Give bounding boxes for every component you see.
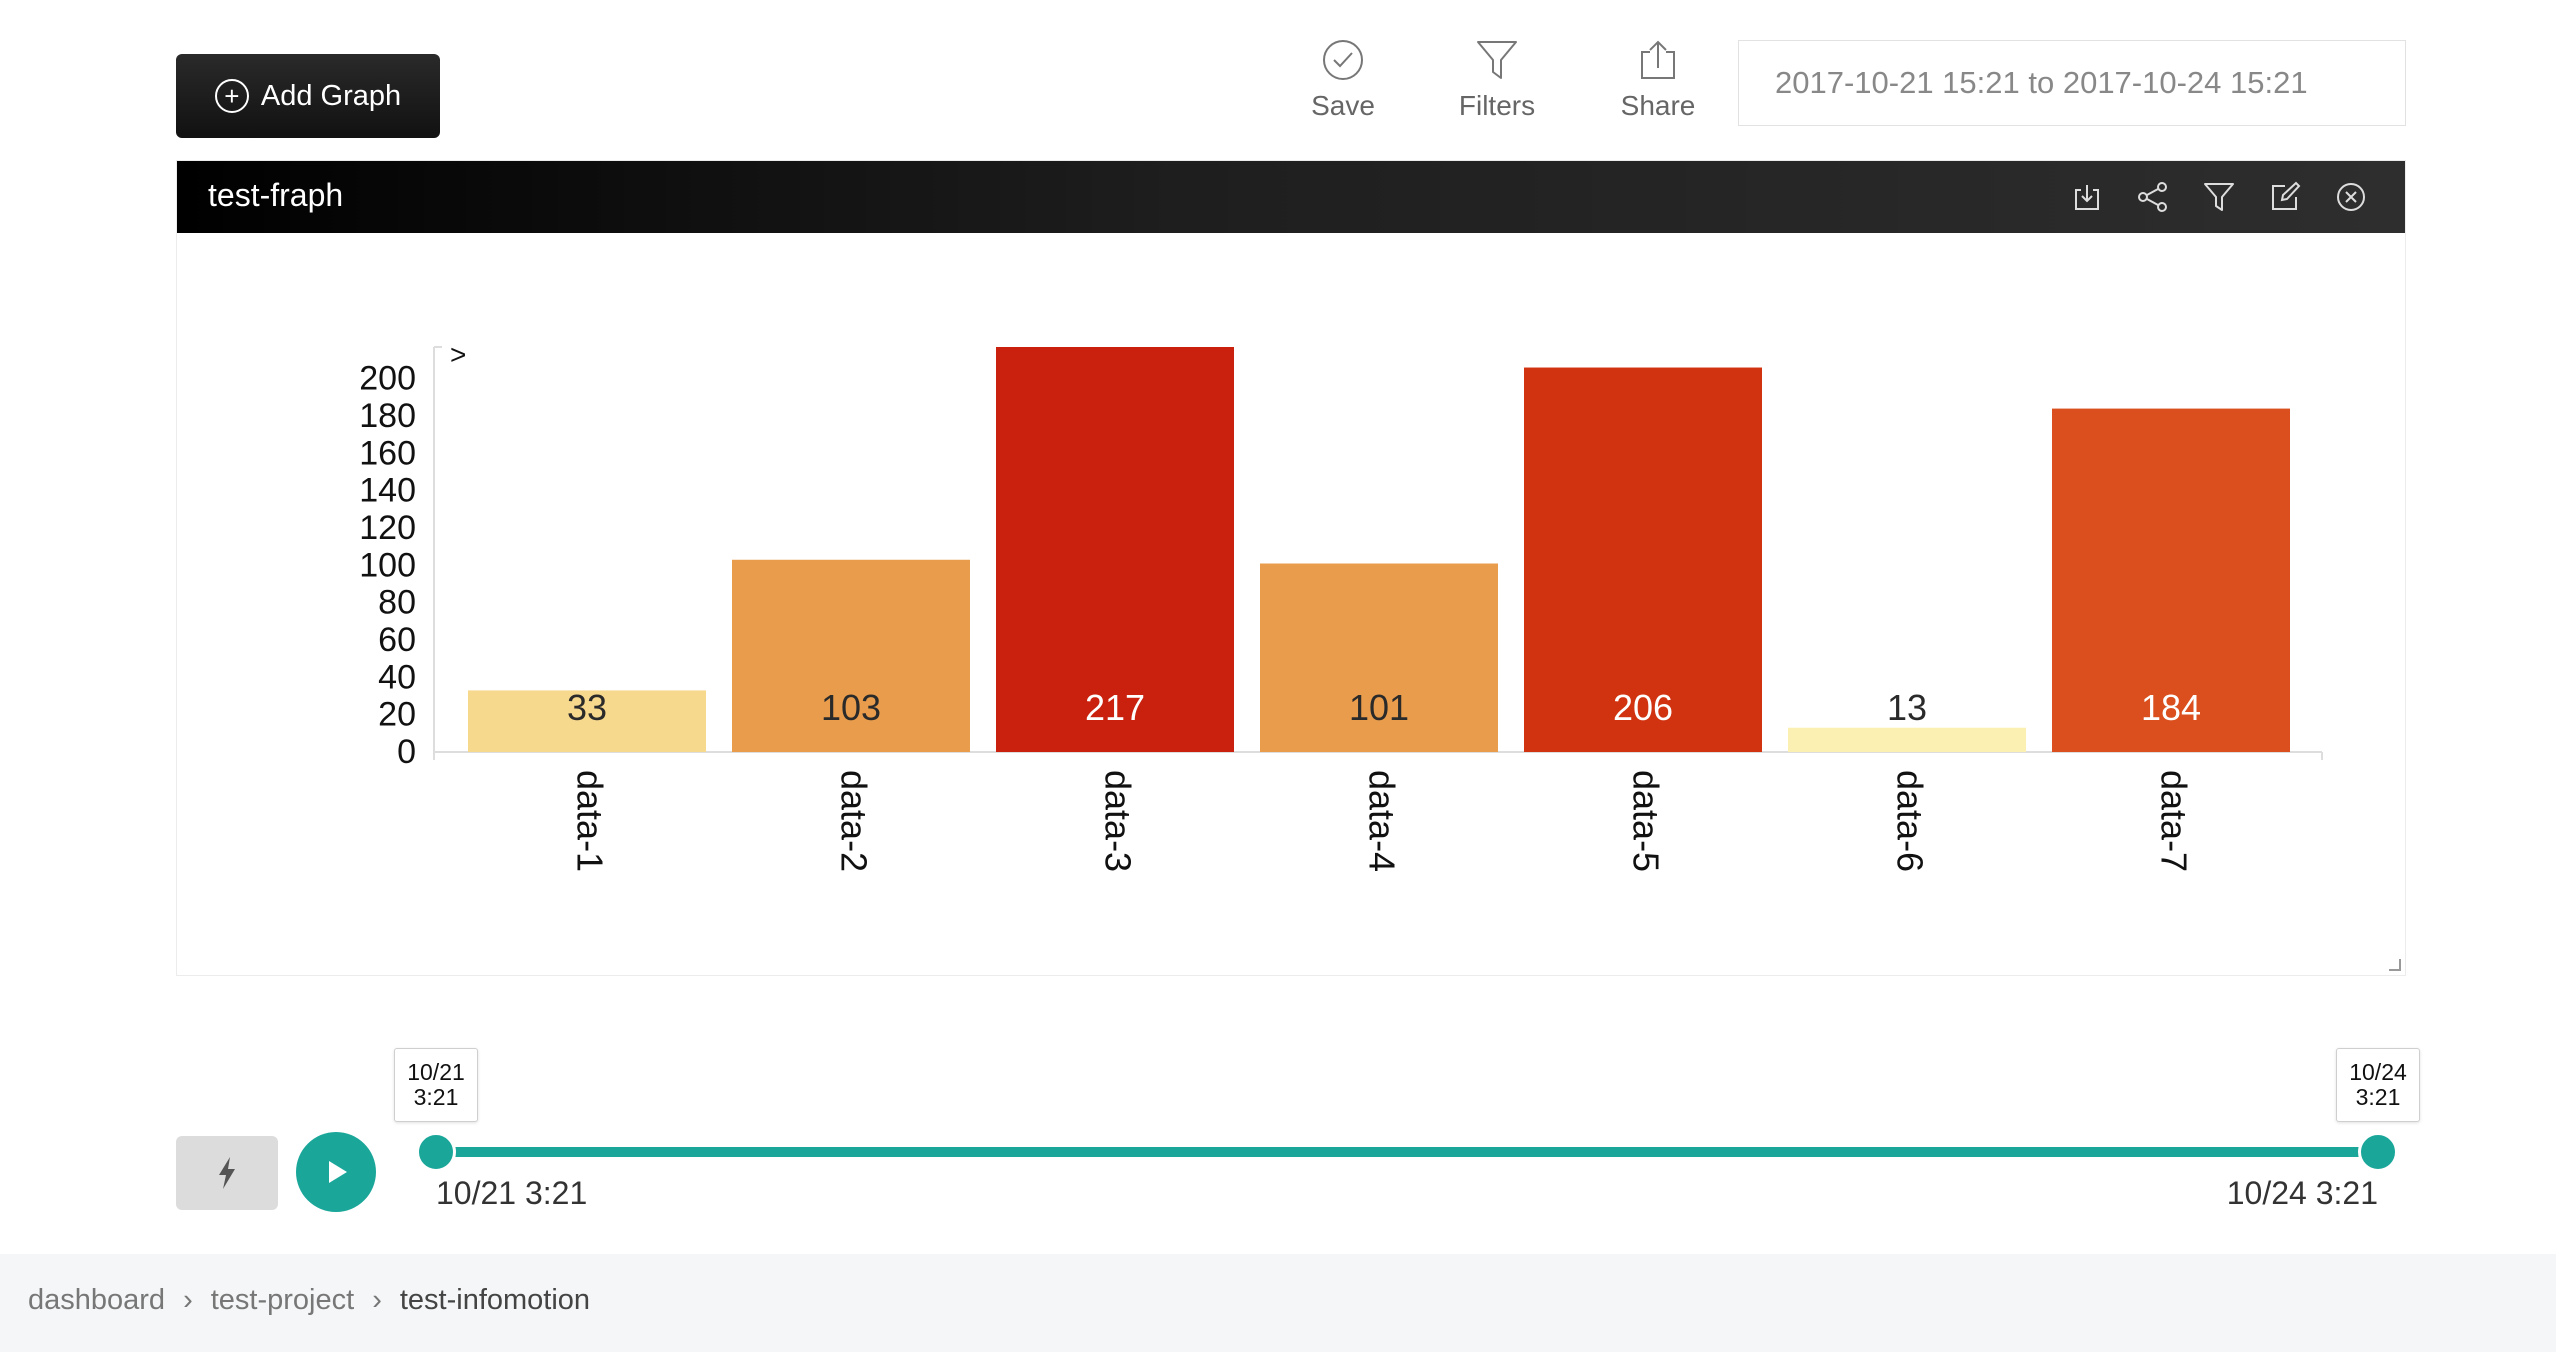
x-tick-label: data-7	[2153, 770, 2194, 872]
y-tick-label: 20	[378, 696, 416, 734]
data-label: 103	[821, 687, 881, 728]
bar-data-3	[996, 347, 1234, 752]
y-tick-label: 100	[359, 546, 416, 584]
filter-icon[interactable]	[2201, 179, 2237, 215]
panel-header: test-fraph	[177, 161, 2405, 233]
breadcrumb-bar: dashboard › test-project › test-infomoti…	[0, 1254, 2556, 1352]
x-tick-label: data-3	[1097, 770, 1138, 872]
breadcrumb-dashboard[interactable]: dashboard	[28, 1284, 166, 1316]
add-graph-label: Add Graph	[260, 79, 402, 112]
breadcrumb: dashboard › test-project › test-infomoti…	[28, 1284, 590, 1317]
y-tick-label: 40	[378, 658, 416, 696]
check-circle-icon	[1323, 40, 1363, 80]
x-tick-label: data-4	[1361, 770, 1402, 872]
upload-share-icon	[1641, 40, 1675, 79]
plus-circle-icon: +	[214, 79, 249, 113]
filter-icon	[1477, 41, 1517, 79]
chevron-right-icon: ›	[183, 1284, 193, 1316]
bar-data-7	[2052, 408, 2290, 752]
lightning-icon	[219, 1157, 235, 1189]
filters-button[interactable]: Filters	[1442, 38, 1552, 122]
end-tooltip: 10/24 3:21	[2336, 1048, 2420, 1122]
end-handle[interactable]	[2358, 1132, 2398, 1172]
data-label: 217	[1085, 687, 1145, 728]
y-tick-label: 180	[359, 397, 416, 435]
bar-data-2	[732, 559, 970, 752]
start-tooltip-time: 3:21	[413, 1084, 459, 1110]
x-tick-label: data-6	[1889, 770, 1930, 872]
end-tooltip-time: 3:21	[2355, 1084, 2401, 1110]
y-tick-label: 0	[397, 733, 416, 771]
bar-data-6	[1788, 727, 2026, 752]
close-icon[interactable]	[2333, 179, 2369, 215]
x-tick-label: data-2	[833, 770, 874, 872]
start-tooltip: 10/21 3:21	[394, 1048, 478, 1122]
y-tick-label: 80	[378, 584, 416, 622]
data-label: 13	[1887, 687, 1927, 728]
start-tooltip-date: 10/21	[407, 1059, 465, 1085]
play-icon	[329, 1161, 347, 1183]
y-tick-label: 60	[378, 621, 416, 659]
y-tick-label: 120	[359, 509, 416, 547]
data-label: 206	[1613, 687, 1673, 728]
y-tick-label: 140	[359, 472, 416, 510]
lightning-button[interactable]	[176, 1136, 278, 1210]
panel-title: test-fraph	[208, 177, 344, 213]
date-range-text: 2017-10-21 15:21 to 2017-10-24 15:21	[1775, 65, 2308, 100]
share-icon[interactable]	[2135, 179, 2171, 215]
data-label: 184	[2141, 687, 2201, 728]
date-range-input[interactable]: 2017-10-21 15:21 to 2017-10-24 15:21	[1738, 40, 2406, 126]
data-label: 33	[567, 687, 607, 728]
corner-mark: >	[450, 339, 466, 370]
chevron-right-icon: ›	[372, 1284, 382, 1316]
graph-panel: test-fraph	[176, 160, 2406, 976]
x-tick-label: data-5	[1625, 770, 1666, 872]
add-graph-button[interactable]: + Add Graph	[176, 54, 440, 138]
start-handle[interactable]	[416, 1132, 456, 1172]
end-tooltip-date: 10/24	[2349, 1059, 2407, 1085]
edit-icon[interactable]	[2267, 179, 2303, 215]
x-tick-label: data-1	[569, 770, 610, 872]
save-button[interactable]: Save	[1288, 38, 1398, 122]
filters-label: Filters	[1458, 90, 1536, 121]
start-time-label: 10/21 3:21	[436, 1175, 588, 1211]
download-icon[interactable]	[2069, 179, 2105, 215]
bar-data-5	[1524, 367, 1762, 752]
y-tick-label: 160	[359, 434, 416, 472]
save-label: Save	[1311, 90, 1375, 121]
resize-handle[interactable]	[2389, 959, 2401, 971]
play-button[interactable]	[296, 1132, 376, 1212]
bar-data-4	[1260, 563, 1498, 752]
data-label: 101	[1349, 687, 1409, 728]
end-time-label: 10/24 3:21	[2226, 1175, 2378, 1211]
bar-data-1	[468, 690, 706, 752]
breadcrumb-project[interactable]: test-project	[210, 1284, 355, 1316]
share-button[interactable]: Share	[1603, 38, 1713, 122]
share-label: Share	[1620, 90, 1696, 121]
breadcrumb-current: test-infomotion	[399, 1284, 591, 1316]
timeline-track[interactable]	[436, 1147, 2380, 1157]
y-tick-label: 200	[359, 360, 416, 398]
